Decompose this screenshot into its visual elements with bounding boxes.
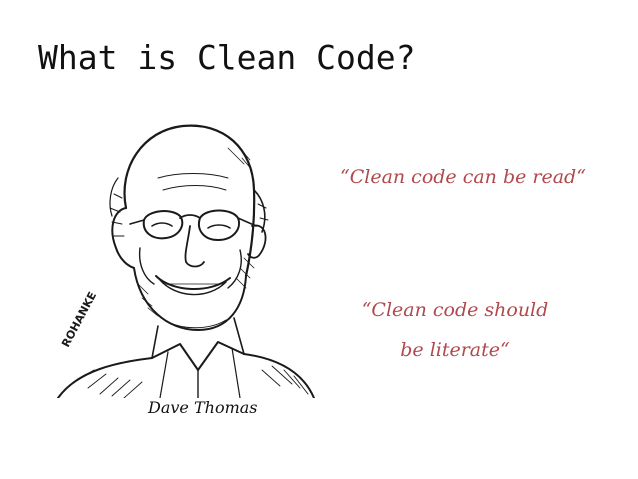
portrait-caption: Dave Thomas bbox=[148, 398, 258, 417]
quote-2-line-2: be literate“ bbox=[400, 339, 510, 361]
quote-1: “Clean code can be read“ bbox=[340, 166, 586, 188]
quote-1-line-1: “Clean code can be read“ bbox=[340, 166, 586, 188]
quote-2-line-1: “Clean code should bbox=[361, 299, 549, 321]
quote-2: “Clean code should be literate“ bbox=[350, 290, 560, 370]
slide-title: What is Clean Code? bbox=[38, 38, 416, 77]
portrait-sketch: ROHANKE bbox=[57, 124, 315, 398]
artist-signature: ROHANKE bbox=[59, 290, 99, 350]
